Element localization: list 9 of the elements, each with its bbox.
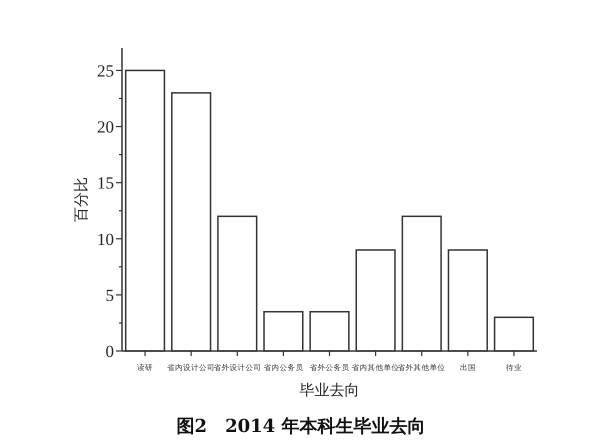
y-tick-label: 20 (97, 118, 114, 137)
x-axis-title: 毕业去向 (300, 381, 360, 399)
y-tick-label: 25 (97, 61, 114, 80)
y-axis-title: 百分比 (72, 177, 90, 222)
y-tick-label: 15 (97, 174, 114, 193)
y-tick-label: 5 (106, 286, 114, 305)
text: 图2 2014 年本科生毕业去向 (176, 416, 426, 437)
y-tick-label: 0 (106, 342, 114, 361)
y-tick-label: 10 (97, 230, 114, 249)
